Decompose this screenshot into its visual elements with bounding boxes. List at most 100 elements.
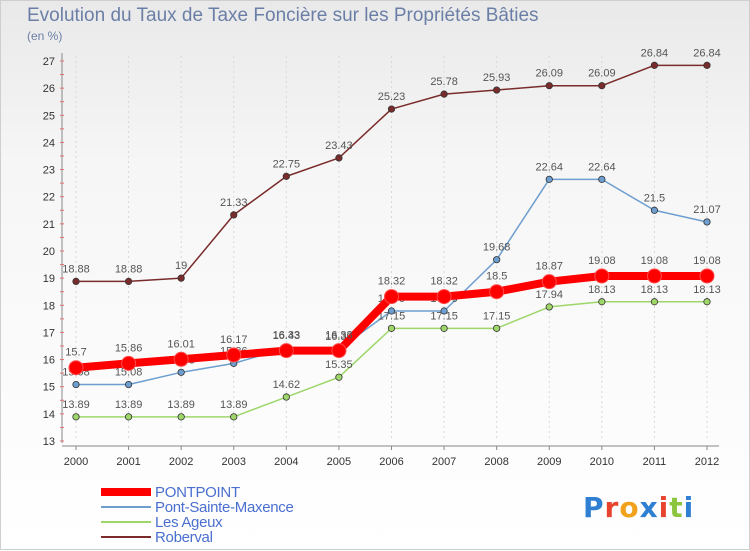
data-label-les-ageux: 18.13	[641, 284, 669, 296]
data-label-les-ageux: 17.15	[378, 310, 406, 322]
y-tick-label: 14	[43, 409, 55, 421]
data-point-pontpoint	[699, 268, 715, 284]
legend-label-les-ageux: Les Ageux	[155, 514, 223, 531]
x-tick-label: 2012	[695, 456, 719, 468]
legend-label-pontpoint: PONTPOINT	[155, 484, 240, 501]
x-tick-label: 2007	[432, 456, 456, 468]
data-label-roberval: 22.75	[273, 158, 301, 170]
data-label-pontpoint: 18.5	[486, 271, 507, 283]
legend-swatch-pont-sainte-maxence	[101, 506, 151, 508]
chart-title: Evolution du Taux de Taxe Foncière sur l…	[27, 5, 539, 26]
data-label-pont-sainte-maxence: 19.68	[483, 242, 511, 254]
data-point-pontpoint	[541, 274, 557, 290]
x-tick-label: 2001	[116, 456, 140, 468]
data-point-roberval	[177, 274, 185, 282]
data-label-les-ageux: 13.89	[167, 399, 195, 411]
data-label-les-ageux: 13.89	[115, 399, 143, 411]
y-tick-label: 23	[43, 165, 55, 177]
data-label-roberval: 21.33	[220, 197, 248, 209]
y-tick-label: 27	[43, 56, 55, 68]
data-point-pontpoint	[121, 355, 137, 371]
y-tick-label: 21	[43, 219, 55, 231]
data-label-pont-sainte-maxence: 16.43	[273, 330, 301, 342]
x-tick-label: 2006	[379, 456, 403, 468]
x-tick-label: 2009	[537, 456, 561, 468]
data-label-pontpoint: 16.17	[220, 334, 248, 346]
data-label-pontpoint: 16.01	[167, 338, 195, 350]
data-label-les-ageux: 15.35	[325, 359, 353, 371]
data-label-les-ageux: 13.89	[220, 399, 248, 411]
data-label-pontpoint: 16.33	[325, 330, 353, 342]
legend-swatch-roberval	[101, 536, 151, 538]
legend-swatch-pontpoint	[101, 488, 151, 496]
x-tick-label: 2011	[643, 456, 667, 468]
data-point-roberval	[124, 277, 133, 285]
data-point-pont-sainte-maxence	[598, 175, 606, 183]
proxiti-logo: Proxiti	[583, 491, 695, 524]
data-point-pontpoint	[594, 268, 610, 284]
data-point-pontpoint	[226, 347, 242, 363]
x-tick-label: 2004	[274, 456, 298, 468]
data-label-pontpoint: 15.86	[115, 342, 143, 354]
data-point-les-ageux	[440, 324, 448, 332]
data-label-pont-sainte-maxence: 15.08	[115, 367, 143, 379]
y-tick-label: 19	[43, 273, 55, 285]
legend-label-roberval: Roberval	[155, 529, 213, 546]
data-label-roberval: 25.93	[483, 72, 511, 84]
data-point-roberval	[335, 154, 343, 162]
data-point-pontpoint	[436, 289, 452, 305]
data-label-roberval: 26.09	[588, 68, 616, 80]
data-point-pontpoint	[384, 289, 399, 305]
data-label-les-ageux: 17.15	[483, 310, 511, 322]
data-label-pontpoint: 18.32	[430, 276, 458, 288]
data-point-les-ageux	[493, 324, 501, 332]
data-label-pontpoint: 16.33	[273, 330, 301, 342]
y-tick-label: 20	[43, 246, 55, 258]
data-point-pont-sainte-maxence	[650, 206, 659, 214]
y-tick-label: 24	[43, 137, 55, 149]
data-label-roberval: 18.88	[115, 263, 143, 275]
data-point-roberval	[387, 105, 396, 113]
y-tick-label: 18	[43, 300, 55, 312]
data-point-pontpoint	[278, 343, 294, 359]
data-label-pontpoint: 18.87	[535, 261, 563, 273]
data-point-roberval	[493, 86, 501, 94]
data-label-roberval: 19	[175, 260, 187, 272]
y-tick-label: 25	[43, 110, 55, 122]
data-point-pont-sainte-maxence	[72, 380, 80, 389]
data-point-roberval	[230, 211, 238, 219]
data-label-les-ageux: 18.13	[693, 284, 721, 296]
data-point-les-ageux	[335, 373, 343, 381]
data-point-roberval	[282, 172, 290, 180]
x-tick-label: 2010	[590, 456, 614, 468]
data-label-pont-sainte-maxence: 21.07	[693, 204, 721, 216]
data-label-pont-sainte-maxence: 21.5	[644, 192, 665, 204]
y-tick-label: 26	[43, 83, 55, 95]
x-tick-label: 2002	[169, 456, 193, 468]
data-point-roberval	[598, 82, 606, 90]
data-point-pontpoint	[68, 360, 84, 376]
y-tick-label: 16	[43, 355, 55, 367]
data-point-les-ageux	[124, 413, 133, 421]
data-label-roberval: 26.09	[535, 68, 563, 80]
data-point-pontpoint	[489, 284, 505, 300]
x-tick-label: 2005	[327, 456, 351, 468]
y-tick-label: 15	[43, 382, 55, 394]
data-label-pontpoint: 15.7	[65, 347, 86, 359]
data-point-les-ageux	[650, 298, 659, 306]
data-point-pont-sainte-maxence	[440, 307, 448, 315]
data-label-roberval: 25.78	[430, 76, 458, 88]
data-point-les-ageux	[387, 324, 396, 332]
data-point-les-ageux	[703, 298, 711, 306]
data-point-pontpoint	[646, 268, 662, 284]
data-point-roberval	[72, 277, 80, 285]
data-label-pontpoint: 18.32	[378, 276, 406, 288]
data-label-roberval: 18.88	[62, 263, 90, 275]
data-point-les-ageux	[72, 413, 80, 421]
data-label-pontpoint: 19.08	[693, 255, 721, 267]
data-point-les-ageux	[598, 298, 606, 306]
data-label-roberval: 25.23	[378, 91, 406, 103]
legend-label-pont-sainte-maxence: Pont-Sainte-Maxence	[155, 499, 294, 516]
